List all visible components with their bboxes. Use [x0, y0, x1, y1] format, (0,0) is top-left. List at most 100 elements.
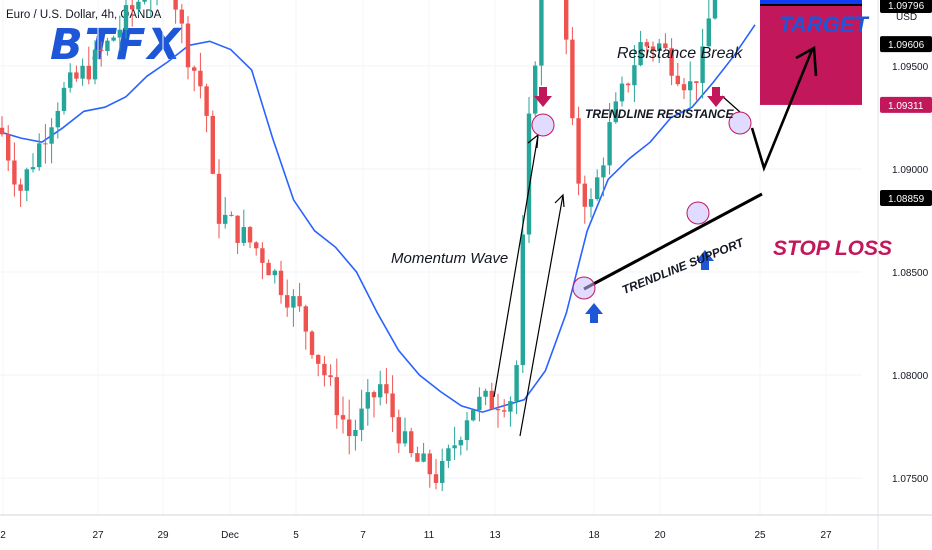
- candle-bear: [390, 393, 395, 418]
- blue-up-arrow-icon: [585, 303, 603, 323]
- momentum-arrowhead-2: [554, 193, 565, 208]
- candle-bear: [43, 143, 48, 145]
- candle-bear: [409, 431, 414, 454]
- candle-bear: [415, 453, 420, 462]
- candle-bear: [185, 23, 191, 68]
- candle-bear: [0, 127, 5, 135]
- trendline-resistance-label: TRENDLINE RESISTANCE: [585, 107, 734, 121]
- price-tag: [880, 190, 932, 207]
- candle-bear: [669, 48, 674, 76]
- candle-bull: [477, 396, 482, 411]
- candle-bear: [86, 65, 91, 80]
- candle-bear: [489, 390, 494, 409]
- candle-bull: [123, 5, 129, 30]
- candle-bull: [55, 110, 60, 128]
- candle-bull: [464, 420, 470, 440]
- trendline-support: [583, 192, 763, 291]
- candle-bull: [37, 143, 42, 168]
- currency-unit-label[interactable]: USD: [896, 12, 918, 23]
- target-label: TARGET: [779, 12, 868, 37]
- candle-bear: [130, 5, 135, 10]
- candle-bull: [632, 65, 637, 86]
- candle-bull: [365, 392, 370, 409]
- candle-bull: [619, 83, 625, 102]
- candle-bear: [427, 453, 432, 475]
- price-tag: [880, 36, 932, 53]
- candle-bull: [136, 1, 141, 10]
- candle-bull: [49, 127, 54, 144]
- touch-circle: [686, 201, 710, 225]
- symbol-title: Euro / U.S. Dollar, 4h, OANDA: [6, 9, 162, 21]
- x-tick-label: 29: [157, 530, 169, 541]
- candle-bear: [316, 354, 321, 364]
- blue-up-arrow-icon: [696, 250, 714, 270]
- candle-bear: [626, 83, 631, 86]
- candle-bear: [502, 410, 507, 412]
- candle-bull: [80, 65, 85, 79]
- candle-bull: [402, 431, 408, 444]
- candle-bull: [613, 101, 618, 123]
- candle-bull: [539, 0, 544, 66]
- y-tick-label: 1.09500: [892, 62, 929, 73]
- candle-bear: [570, 39, 575, 119]
- x-tick-label: 25: [754, 530, 766, 541]
- ema-line: [0, 24, 756, 413]
- candle-bear: [216, 173, 222, 224]
- candle-bear: [347, 419, 352, 437]
- candle-bear: [260, 248, 265, 263]
- candle-bear: [384, 384, 389, 394]
- candle-bull: [61, 87, 67, 111]
- candle-bull: [458, 439, 463, 446]
- candle-bull: [68, 72, 73, 88]
- candle-bull: [452, 445, 457, 449]
- stop-loss-label: STOP LOSS: [773, 237, 893, 260]
- x-tick-label: 11: [424, 530, 435, 541]
- candle-bear: [99, 49, 104, 52]
- candle-bull: [111, 37, 116, 41]
- y-tick-label: 1.09000: [892, 165, 929, 176]
- candle-bull: [353, 429, 358, 437]
- btfx-logo: BTFX: [50, 20, 183, 70]
- candle-bull: [378, 384, 383, 398]
- ema-layer: [0, 24, 756, 413]
- x-tick-label: 27: [92, 530, 104, 541]
- candle-bull: [526, 113, 532, 235]
- candle-bear: [74, 72, 79, 79]
- candle-bear: [278, 270, 284, 296]
- candle-bear: [303, 306, 308, 332]
- candle-bear: [576, 118, 581, 184]
- projection-arrowhead: [795, 45, 818, 77]
- candle-bull: [105, 40, 110, 52]
- price-tag: [880, 0, 932, 14]
- y-tick-label: 1.07500: [892, 474, 929, 485]
- projection-path: [750, 49, 814, 172]
- candle-bear: [328, 375, 333, 378]
- candle-bull: [712, 0, 718, 19]
- x-tick-label: 20: [654, 530, 666, 541]
- candle-bull: [508, 401, 513, 412]
- candle-bear: [204, 86, 209, 116]
- momentum-arrow-2: [519, 194, 564, 437]
- candle-bull: [601, 165, 606, 178]
- candle-bear: [235, 215, 240, 243]
- candles: [0, 0, 718, 492]
- candle-bull: [24, 169, 29, 191]
- x-tick-label: 7: [360, 530, 366, 541]
- candle-bull: [241, 227, 246, 243]
- candle-bull: [421, 453, 426, 462]
- price-tag: [880, 96, 932, 113]
- price-tag-label: 1.09311: [888, 101, 924, 112]
- x-tick-label: 18: [588, 530, 600, 541]
- momentum-arrow: [493, 134, 539, 398]
- x-tick-label: 2: [0, 530, 6, 541]
- candle-bull: [471, 410, 476, 421]
- candle-bull: [588, 199, 594, 207]
- candle-bear: [198, 70, 203, 87]
- candle-bear: [334, 377, 339, 416]
- candle-bear: [297, 296, 302, 307]
- candle-bear: [18, 184, 23, 191]
- x-tick-label: 5: [293, 530, 299, 541]
- candle-bear: [371, 392, 377, 398]
- break-pointer: [721, 95, 741, 113]
